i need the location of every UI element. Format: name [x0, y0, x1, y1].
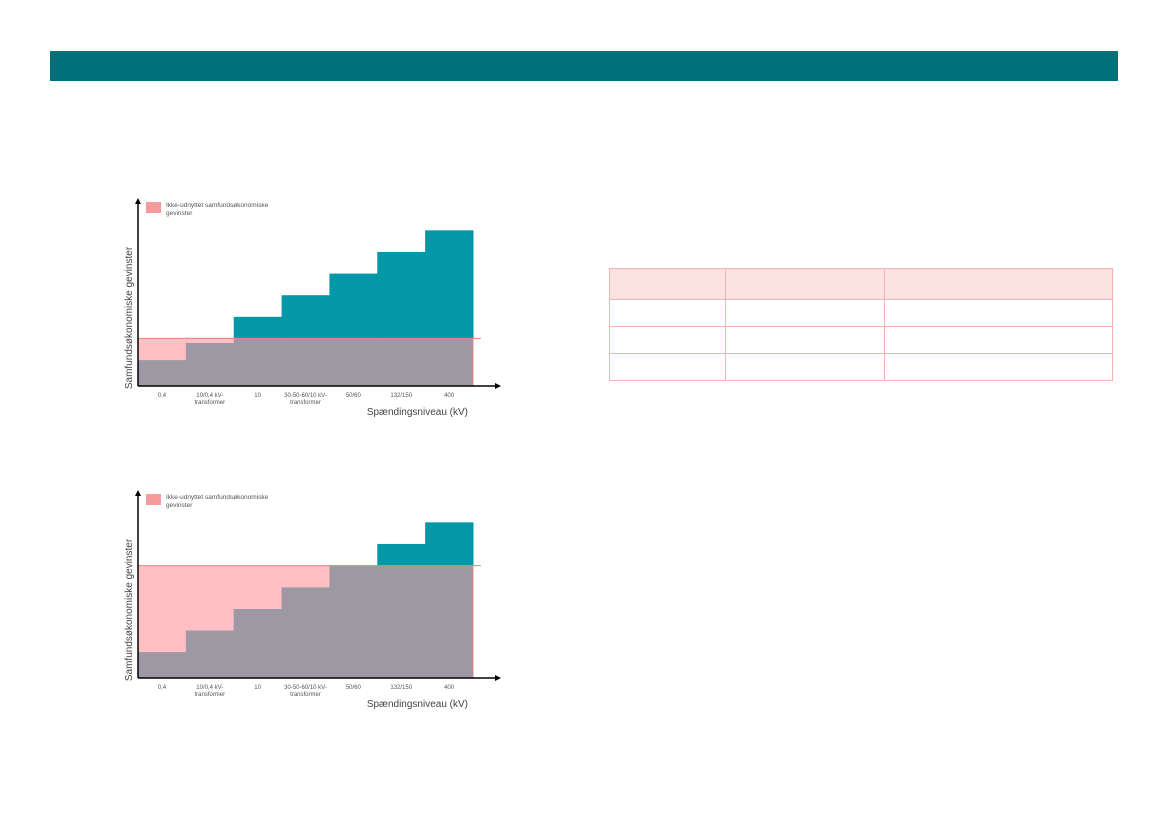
- x-axis-arrow-icon: [495, 675, 501, 681]
- gain-bar-realised: [281, 338, 330, 386]
- gain-bar-realised: [233, 338, 283, 386]
- gain-bar-unrealised: [281, 565, 330, 588]
- x-tick-line: transformer: [194, 692, 225, 698]
- gain-bar-excess: [233, 316, 283, 339]
- gain-bar-realised: [377, 565, 426, 678]
- gain-bar-realised: [138, 360, 187, 386]
- gain-bar-excess: [281, 295, 330, 339]
- x-tick-line: 0,4: [158, 393, 167, 399]
- table-cell: [725, 299, 885, 327]
- y-axis-arrow-icon: [135, 198, 141, 204]
- y-axis-arrow-icon: [135, 490, 141, 496]
- x-axis-title: Spændingsniveau (kV): [367, 699, 468, 710]
- gain-bar-realised: [185, 630, 235, 678]
- x-tick-label: 0,4: [158, 393, 167, 399]
- gain-bar-unrealised: [185, 565, 235, 631]
- y-axis-title: Samfundsøkonomiske gevinster: [124, 538, 135, 681]
- gain-bar-excess: [425, 522, 474, 566]
- x-axis-arrow-icon: [495, 383, 501, 389]
- x-tick-label: 50/60: [346, 393, 362, 399]
- chart-future: 0,4 10/0,4 kV-transformer 10 30-50-60/10 kV…: [120, 482, 501, 712]
- legend-swatch: [146, 494, 161, 505]
- table-header-cell: [884, 268, 1113, 300]
- table-cell: [609, 326, 726, 354]
- table-cell: [725, 353, 885, 381]
- x-tick-line: 132/150: [390, 393, 412, 399]
- gain-bar-realised: [425, 565, 474, 678]
- x-tick-label: 132/150: [390, 685, 412, 691]
- gain-bar-unrealised: [185, 338, 235, 343]
- x-tick-label: 400: [444, 685, 455, 691]
- table-cell: [884, 353, 1113, 381]
- x-tick-label: 10: [254, 393, 261, 399]
- legend-label-line: Ikke-udnyttet samfundsøkonomiske: [166, 494, 269, 501]
- legend-label: Ikke-udnyttet samfundsøkonomiske gevinste…: [166, 494, 269, 509]
- x-tick-line: 30-50-60/10 kV-: [284, 685, 327, 691]
- x-tick-line: 132/150: [390, 685, 412, 691]
- x-tick-line: 10: [254, 685, 261, 691]
- gain-bar-excess: [377, 251, 426, 339]
- legend-label-line: gevinster: [166, 210, 193, 217]
- table-row: [609, 326, 1113, 354]
- legend-label-line: Ikke-udnyttet samfundsøkonomiske: [166, 202, 269, 209]
- table-cell: [609, 299, 726, 327]
- gain-bar-realised: [185, 342, 235, 386]
- x-tick-line: transformer: [290, 692, 321, 698]
- chart-svg: 0,4 10/0,4 kV-transformer 10 30-50-60/10 kV…: [124, 490, 501, 710]
- y-axis-title: Samfundsøkonomiske gevinster: [124, 246, 135, 389]
- table-cell: [884, 326, 1113, 354]
- x-tick-label: 132/150: [390, 393, 412, 399]
- x-tick-line: transformer: [194, 400, 225, 406]
- gain-bar-unrealised: [138, 338, 187, 361]
- x-tick-label: 30-50-60/10 kV-transformer: [284, 393, 327, 406]
- x-axis-title: Spændingsniveau (kV): [367, 407, 468, 418]
- table-header-cell: [725, 268, 885, 300]
- gain-bar-unrealised: [138, 565, 187, 653]
- gain-bar-realised: [138, 652, 187, 678]
- gain-bar-realised: [233, 608, 283, 678]
- gain-bar-realised: [329, 338, 378, 386]
- legend-label: Ikke-udnyttet samfundsøkonomiske gevinste…: [166, 202, 269, 217]
- legend-swatch: [146, 202, 161, 213]
- table-row: [609, 353, 1113, 381]
- x-tick-line: 400: [444, 685, 455, 691]
- x-tick-line: 0,4: [158, 685, 167, 691]
- gain-bar-excess: [329, 273, 378, 339]
- x-tick-line: 50/60: [346, 393, 362, 399]
- x-tick-line: 50/60: [346, 685, 362, 691]
- legend-label-line: gevinster: [166, 502, 193, 509]
- table-cell: [884, 299, 1113, 327]
- table-header-row: [609, 268, 1113, 300]
- x-tick-label: 10: [254, 685, 261, 691]
- x-tick-line: 10/0,4 kV-: [196, 685, 223, 691]
- x-tick-line: 10/0,4 kV-: [196, 393, 223, 399]
- gain-bar-realised: [281, 587, 330, 678]
- gain-bar-excess: [377, 543, 426, 566]
- table-cell: [609, 353, 726, 381]
- gain-bar-realised: [377, 338, 426, 386]
- table-cell: [725, 326, 885, 354]
- x-tick-line: 10: [254, 393, 261, 399]
- x-tick-label: 30-50-60/10 kV-transformer: [284, 685, 327, 698]
- gain-bar-realised: [425, 338, 474, 386]
- x-tick-label: 400: [444, 393, 455, 399]
- data-table: [609, 268, 1113, 381]
- x-tick-label: 10/0,4 kV-transformer: [194, 685, 225, 698]
- x-tick-label: 50/60: [346, 685, 362, 691]
- x-tick-line: 30-50-60/10 kV-: [284, 393, 327, 399]
- table-header-cell: [609, 268, 726, 300]
- header-bar: [50, 51, 1118, 81]
- x-tick-label: 10/0,4 kV-transformer: [194, 393, 225, 406]
- table-row: [609, 299, 1113, 327]
- gain-bar-realised: [329, 565, 378, 678]
- gain-bar-excess: [425, 230, 474, 339]
- x-tick-line: transformer: [290, 400, 321, 406]
- chart-current: 0,4 10/0,4 kV-transformer 10 30-50-60/10 kV…: [120, 190, 501, 430]
- x-tick-line: 400: [444, 393, 455, 399]
- gain-bar-unrealised: [233, 565, 283, 609]
- chart-svg: 0,4 10/0,4 kV-transformer 10 30-50-60/10 kV…: [124, 198, 501, 418]
- x-tick-label: 0,4: [158, 685, 167, 691]
